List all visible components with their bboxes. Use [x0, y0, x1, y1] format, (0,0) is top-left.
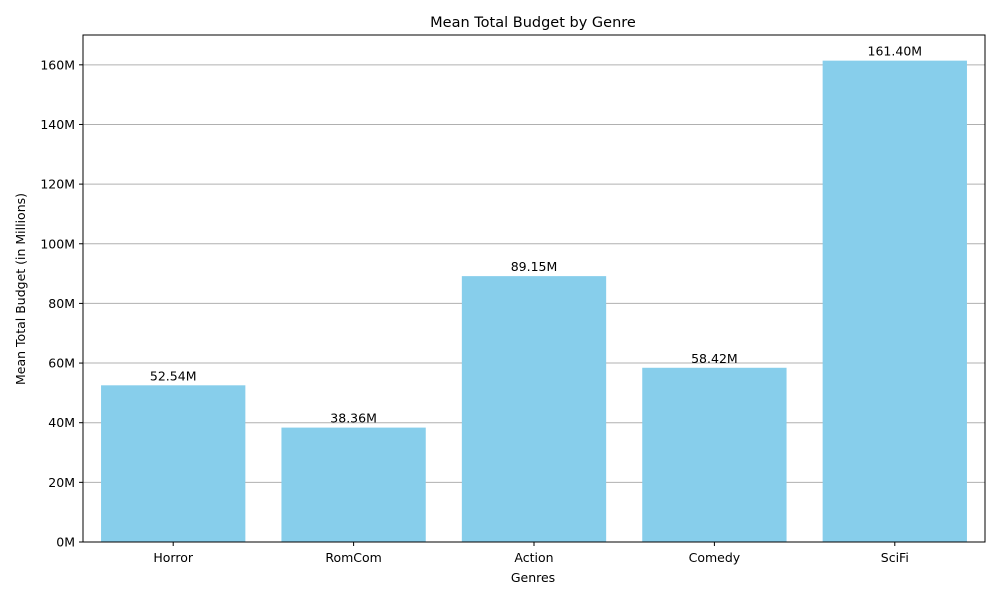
chart-title: Mean Total Budget by Genre — [430, 15, 636, 31]
bar-romcom — [281, 427, 426, 542]
bar-horror — [101, 385, 246, 542]
y-tick-label: 20M — [48, 475, 75, 490]
bar-scifi — [822, 60, 967, 543]
y-tick-label: 160M — [40, 57, 75, 72]
y-tick-label: 0M — [56, 535, 75, 550]
data-labels: 52.54M 38.36M 89.15M 58.42M 161.40M — [150, 44, 922, 426]
axes: 0M 20M 40M 60M 80M 100M 120M 140M 160M Horror RomC… — [40, 34, 986, 565]
x-tick-label: Action — [514, 550, 553, 565]
x-tick-label: Horror — [153, 550, 193, 565]
y-tick-label: 80M — [48, 296, 75, 311]
bar-comedy — [642, 367, 787, 542]
bar-action — [461, 276, 607, 542]
y-tick-label: 140M — [40, 117, 75, 132]
data-label: 89.15M — [511, 259, 558, 274]
y-tick-label: 60M — [48, 356, 75, 371]
data-label: 52.54M — [150, 368, 197, 383]
y-tick-label: 40M — [48, 415, 75, 430]
data-label: 161.40M — [868, 44, 923, 59]
y-tick-label: 120M — [40, 177, 75, 192]
x-tick-label: RomCom — [325, 550, 382, 565]
y-tick-label: 100M — [40, 236, 75, 251]
data-label: 38.36M — [330, 411, 377, 426]
bars — [101, 60, 967, 543]
x-axis-label: Genres — [511, 570, 555, 585]
x-tick-label: Comedy — [689, 550, 741, 565]
y-axis-label: Mean Total Budget (in Millions) — [13, 193, 28, 385]
x-tick-label: SciFi — [881, 550, 909, 565]
data-label: 58.42M — [691, 351, 738, 366]
